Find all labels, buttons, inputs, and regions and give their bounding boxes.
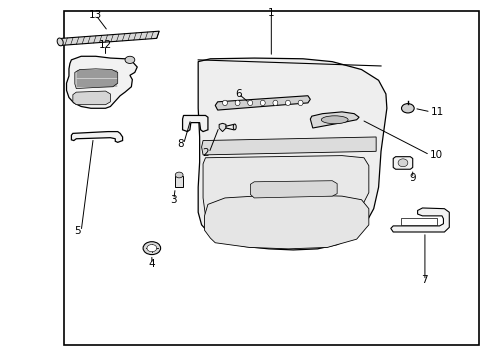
Circle shape	[401, 104, 413, 113]
Text: 12: 12	[99, 40, 112, 50]
Ellipse shape	[222, 100, 227, 105]
Ellipse shape	[397, 159, 407, 167]
Polygon shape	[204, 194, 368, 249]
Text: 2: 2	[202, 148, 208, 158]
Text: 13: 13	[89, 10, 102, 20]
Polygon shape	[390, 208, 448, 232]
Circle shape	[125, 56, 135, 63]
Polygon shape	[203, 156, 368, 221]
Ellipse shape	[233, 124, 236, 130]
Polygon shape	[215, 96, 310, 110]
Polygon shape	[73, 91, 110, 105]
Ellipse shape	[235, 100, 240, 105]
Ellipse shape	[285, 100, 290, 105]
Ellipse shape	[321, 116, 347, 124]
Ellipse shape	[247, 100, 252, 105]
Polygon shape	[392, 157, 412, 169]
Ellipse shape	[57, 38, 63, 46]
Polygon shape	[198, 58, 386, 250]
Circle shape	[175, 172, 183, 178]
Text: 5: 5	[74, 226, 81, 236]
Text: 7: 7	[421, 275, 427, 285]
Polygon shape	[219, 123, 225, 132]
Polygon shape	[201, 137, 375, 155]
Text: 1: 1	[267, 8, 274, 18]
Text: 3: 3	[170, 195, 177, 205]
Polygon shape	[75, 69, 118, 89]
Bar	[64, 12, 478, 345]
Ellipse shape	[260, 100, 264, 105]
Polygon shape	[250, 181, 336, 198]
Ellipse shape	[298, 100, 303, 105]
Polygon shape	[182, 116, 207, 132]
Circle shape	[143, 242, 160, 255]
Text: 8: 8	[177, 139, 183, 149]
Polygon shape	[71, 132, 122, 142]
Text: 6: 6	[235, 89, 242, 99]
Circle shape	[147, 244, 157, 252]
Text: 9: 9	[408, 173, 415, 183]
Text: 11: 11	[430, 107, 443, 117]
Text: 10: 10	[429, 150, 442, 160]
Text: 4: 4	[148, 259, 155, 269]
Bar	[400, 218, 436, 225]
Bar	[175, 176, 183, 187]
Polygon shape	[59, 31, 159, 45]
Polygon shape	[66, 56, 137, 108]
Ellipse shape	[272, 100, 277, 105]
Polygon shape	[310, 112, 358, 128]
